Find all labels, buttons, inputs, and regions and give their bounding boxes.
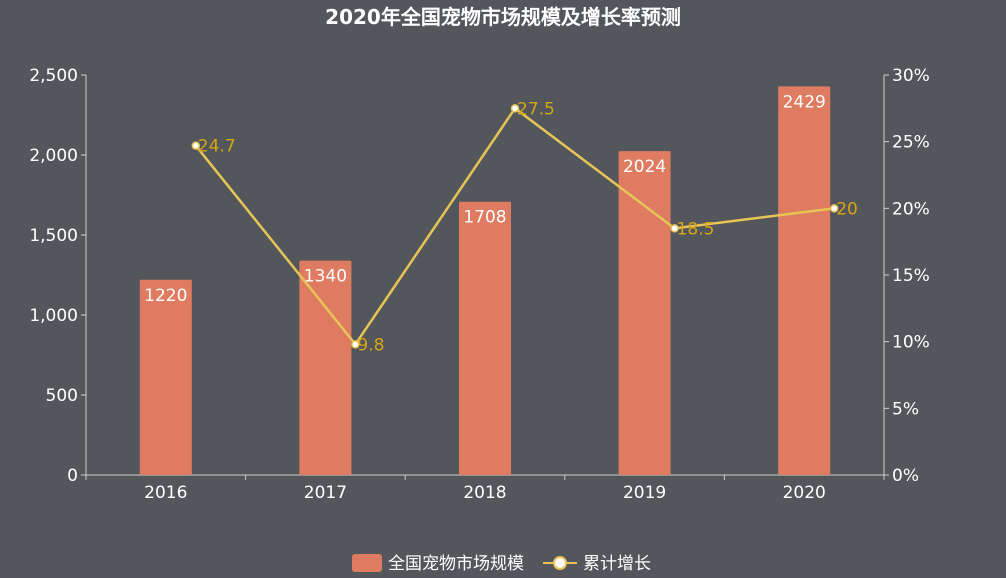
line-data-label: 24.7 bbox=[198, 137, 236, 157]
legend: 全国宠物市场规模 累计增长 bbox=[352, 554, 651, 574]
right-axis-tick-label: 10% bbox=[892, 333, 930, 353]
axes: 0 500 1,000 1,500 2,000 2,500 0% 5% 10% 15% 20% 25%… bbox=[29, 66, 929, 503]
bar-data-label: 1708 bbox=[463, 208, 506, 228]
right-axis-tick-label: 15% bbox=[892, 266, 930, 286]
legend-label-line: 累计增长 bbox=[583, 554, 651, 574]
bar bbox=[778, 86, 831, 476]
line-point bbox=[670, 224, 679, 233]
line-path bbox=[194, 106, 835, 347]
right-axis-tick-label: 0% bbox=[892, 466, 919, 486]
legend-item-bar[interactable]: 全国宠物市场规模 bbox=[352, 554, 524, 574]
bar bbox=[618, 151, 671, 475]
left-axis-tick-label: 0 bbox=[67, 466, 78, 486]
x-axis-tick-label: 2017 bbox=[304, 483, 347, 503]
legend-label-bar: 全国宠物市场规模 bbox=[388, 554, 524, 574]
x-axis-tick-label: 2020 bbox=[783, 483, 826, 503]
bar-series: 1220 1340 1708 2024 2429 bbox=[139, 86, 831, 476]
left-axis-tick-label: 500 bbox=[46, 386, 78, 406]
left-axis-tick-label: 1,000 bbox=[29, 306, 78, 326]
legend-swatch-point bbox=[553, 556, 567, 570]
bar bbox=[459, 201, 511, 475]
line-point bbox=[510, 104, 520, 113]
line-point bbox=[191, 141, 201, 150]
right-axis-tick-label: 25% bbox=[892, 133, 930, 153]
line-point bbox=[829, 204, 839, 213]
bar-data-label: 2429 bbox=[783, 92, 826, 112]
chart-title: 2020年全国宠物市场规模及增长率预测 bbox=[325, 5, 681, 29]
left-axis-tick-label: 1,500 bbox=[29, 226, 78, 246]
line-series: 24.7 9.8 27.5 18.5 20 bbox=[191, 99, 858, 355]
line-data-label: 9.8 bbox=[357, 335, 384, 355]
x-axis-tick-label: 2018 bbox=[463, 483, 506, 503]
x-axis-tick-label: 2016 bbox=[144, 483, 187, 503]
right-axis-tick-label: 20% bbox=[892, 199, 930, 219]
line-data-label: 18.5 bbox=[677, 219, 715, 239]
line-data-label: 20 bbox=[836, 199, 858, 219]
left-axis-tick-label: 2,500 bbox=[29, 66, 78, 86]
legend-swatch-bar bbox=[352, 554, 382, 572]
bar bbox=[139, 279, 192, 475]
bar-data-label: 1220 bbox=[144, 286, 187, 306]
right-axis-tick-label: 5% bbox=[892, 399, 919, 419]
legend-item-line[interactable]: 累计增长 bbox=[543, 554, 651, 574]
line-data-label: 27.5 bbox=[517, 99, 555, 119]
line-point bbox=[351, 340, 360, 349]
bar-data-label: 2024 bbox=[623, 157, 666, 177]
right-axis-tick-label: 30% bbox=[892, 66, 930, 86]
bar-data-label: 1340 bbox=[304, 267, 347, 287]
x-axis-tick-label: 2019 bbox=[623, 483, 666, 503]
bar bbox=[299, 260, 352, 475]
left-axis-tick-label: 2,000 bbox=[29, 146, 78, 166]
